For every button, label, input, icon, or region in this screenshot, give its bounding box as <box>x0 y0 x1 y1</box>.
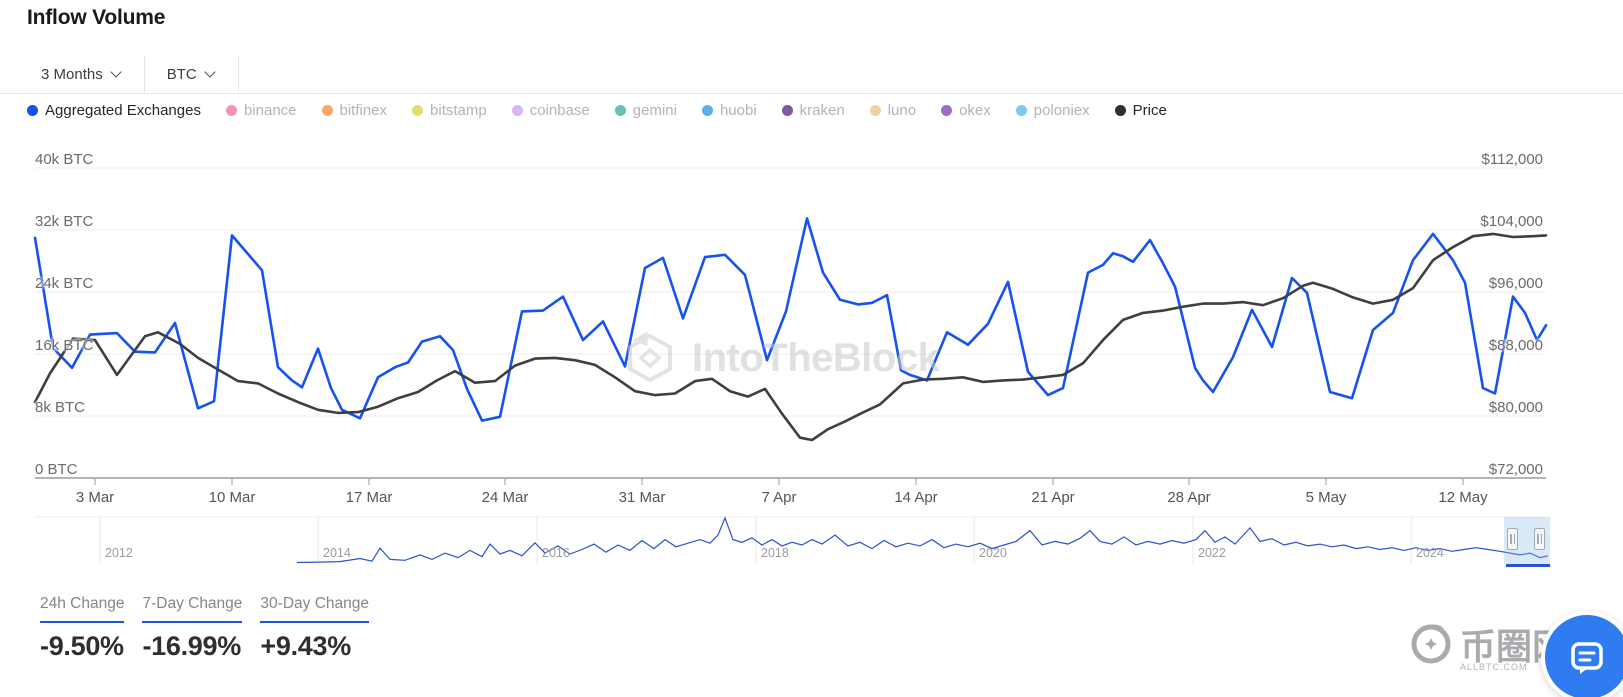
stat-7-day-change: 7-Day Change -16.99% <box>142 595 243 662</box>
legend-item-label: bitfinex <box>339 101 388 119</box>
controls-row: 3 Months BTC <box>0 55 1623 94</box>
stat-24h-change: 24h Change -9.50% <box>40 595 125 662</box>
legend-item-poloniex[interactable]: poloniex <box>1015 101 1090 119</box>
legend-dot-icon <box>941 104 953 116</box>
legend-dot-icon <box>1114 104 1126 116</box>
legend-dot-icon <box>781 104 793 116</box>
legend-dot-icon <box>869 104 881 116</box>
stat-label[interactable]: 7-Day Change <box>142 595 243 623</box>
navigator-selected-range-indicator <box>1506 564 1550 567</box>
navigator-handle-right[interactable] <box>1534 528 1545 550</box>
stat-value: +9.43% <box>260 631 351 661</box>
legend-dot-icon <box>412 104 424 116</box>
timerange-label: 3 Months <box>41 65 103 83</box>
legend-item-label: coinbase <box>529 101 590 119</box>
legend-item-label: Price <box>1132 101 1167 119</box>
legend-item-label: kraken <box>799 101 845 119</box>
legend-item-aggregated-exchanges[interactable]: Aggregated Exchanges <box>27 102 201 119</box>
legend-item-coinbase[interactable]: coinbase <box>511 101 590 119</box>
legend-item-label: Aggregated Exchanges <box>45 101 201 119</box>
legend-dot-icon <box>1015 104 1027 116</box>
legend-item-luno[interactable]: luno <box>869 101 917 119</box>
page-title: Inflow Volume <box>27 6 166 29</box>
legend-dot-icon <box>225 104 237 116</box>
timerange-dropdown[interactable]: 3 Months <box>27 55 145 93</box>
legend-item-binance[interactable]: binance <box>225 101 297 119</box>
asset-label: BTC <box>166 65 197 83</box>
legend-item-bitfinex[interactable]: bitfinex <box>321 101 388 119</box>
asset-dropdown[interactable]: BTC <box>145 55 239 93</box>
legend-item-okex[interactable]: okex <box>941 102 991 119</box>
stat-value: -9.50% <box>40 631 124 661</box>
stat-label[interactable]: 30-Day Change <box>260 595 369 623</box>
stat-30-day-change: 30-Day Change +9.43% <box>260 595 369 662</box>
legend-dot-icon <box>27 104 38 116</box>
handle-grip-icon <box>1540 534 1542 544</box>
handle-grip-icon <box>1513 534 1515 544</box>
series-line-price <box>33 232 1548 442</box>
stats-row: 24h Change -9.50% 7-Day Change -16.99% 30-Da… <box>40 595 369 662</box>
legend-item-label: binance <box>243 101 297 119</box>
legend-dot-icon <box>614 104 626 116</box>
stat-label[interactable]: 24h Change <box>40 595 125 623</box>
navigator-series-line <box>296 516 1549 564</box>
chat-icon <box>1571 642 1603 674</box>
handle-grip-icon <box>1537 534 1539 544</box>
legend-item-label: huobi <box>719 101 757 119</box>
legend-item-kraken[interactable]: kraken <box>781 101 845 119</box>
legend-item-label: bitstamp <box>430 101 487 119</box>
chat-button[interactable] <box>1541 611 1623 697</box>
legend-item-label: luno <box>887 101 917 119</box>
legend-item-label: poloniex <box>1033 101 1090 119</box>
legend-dot-icon <box>701 104 713 116</box>
legend-dot-icon <box>511 104 523 116</box>
legend-item-label: gemini <box>632 101 677 119</box>
series-line-aggregated-exchanges <box>33 217 1548 422</box>
handle-grip-icon <box>1510 534 1512 544</box>
legend-dot-icon <box>321 104 333 116</box>
legend-item-bitstamp[interactable]: bitstamp <box>412 102 487 119</box>
legend-item-label: okex <box>959 101 991 119</box>
legend-item-huobi[interactable]: huobi <box>701 101 757 119</box>
legend-item-gemini[interactable]: gemini <box>614 101 677 119</box>
legend: Aggregated Exchanges binance bitfinex bitst… <box>27 93 1167 127</box>
stat-value: -16.99% <box>142 631 241 661</box>
navigator-handle-left[interactable] <box>1507 528 1518 550</box>
legend-item-price[interactable]: Price <box>1114 101 1167 119</box>
